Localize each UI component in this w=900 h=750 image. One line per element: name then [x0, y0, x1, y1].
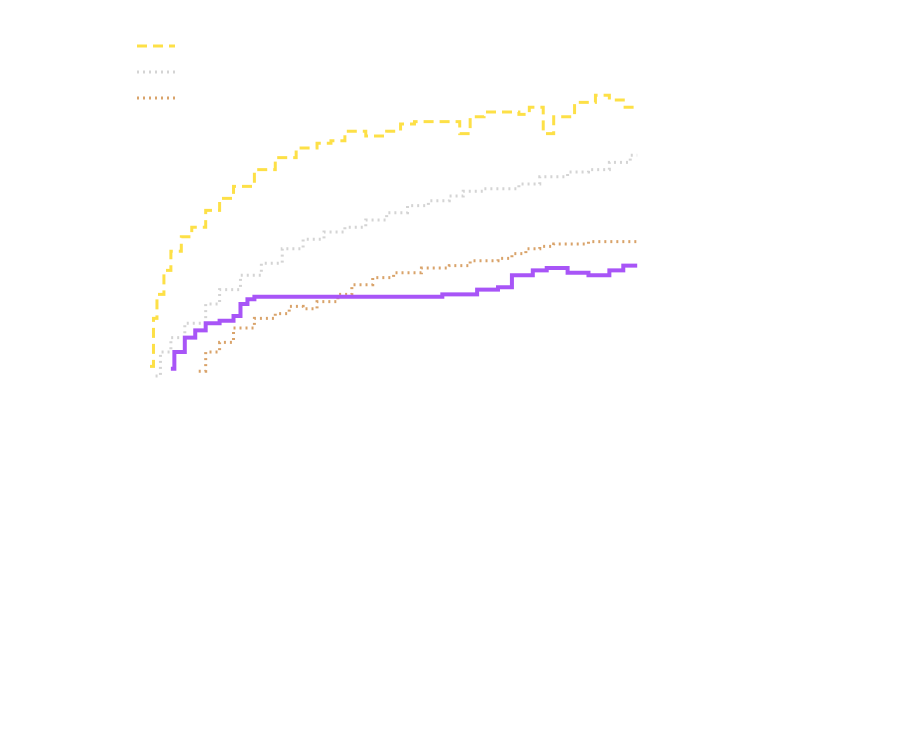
series-line-1 — [150, 93, 639, 368]
series-line-2 — [155, 153, 638, 378]
series-line-4 — [170, 263, 638, 371]
series-layer — [150, 93, 639, 378]
legend — [137, 44, 175, 100]
series-line-3 — [198, 240, 638, 373]
